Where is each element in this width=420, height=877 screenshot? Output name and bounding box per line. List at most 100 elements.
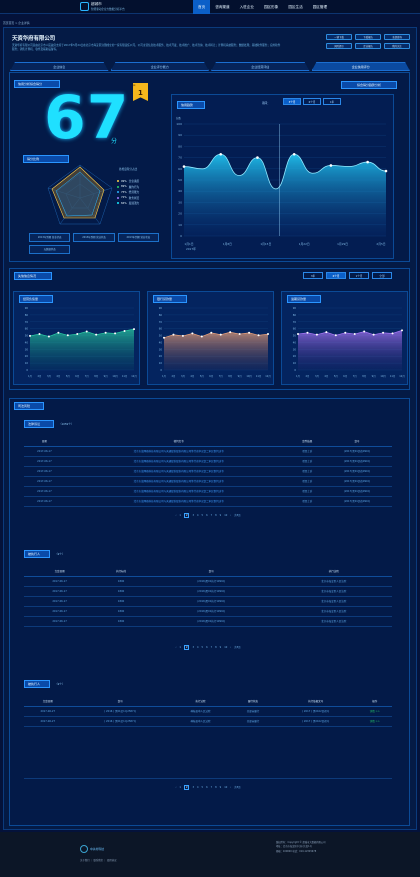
mini-point — [315, 333, 318, 336]
table-cell[interactable]: 北京东蓝网络科技有限公司与天通股份股份有限公司等劳动争议案二审民事判决书 — [64, 486, 293, 497]
legend-dot-icon — [117, 202, 119, 205]
analysis-button[interactable]: 综合得分趋势分析 — [341, 81, 397, 89]
trend-range-option[interactable]: 3个月 — [283, 98, 301, 105]
pager-prev[interactable]: ‹ — [175, 645, 177, 649]
pager-page[interactable]: 2 — [183, 784, 190, 790]
table-cell: 2017-06-17 — [24, 496, 65, 507]
table-cell[interactable]: 北京东蓝网络科技有限公司与天通股份股份有限公司等劳动争议案二审民事判决书 — [64, 496, 293, 507]
footer-links[interactable]: 关于我们 ｜ 联系我们 ｜ 使用协议 — [80, 859, 117, 862]
pager-page[interactable]: 7 — [210, 645, 213, 649]
reputation-range-option[interactable]: 3年 — [303, 272, 323, 279]
nav-item[interactable]: 首页 — [193, 0, 211, 14]
mini-y-tick: 30 — [159, 347, 163, 351]
reputation-range-option[interactable]: 6个月 — [326, 272, 346, 279]
mini-y-tick: 0 — [294, 368, 296, 372]
right-action-button[interactable]: 我的关注 — [384, 43, 410, 49]
pager-next[interactable]: › — [230, 785, 232, 789]
trend-x-tick: 1月15日 — [260, 242, 271, 246]
section-tab[interactable]: 企业信用评分 — [311, 62, 410, 71]
pager-page[interactable]: 4 — [197, 513, 199, 517]
pager-page[interactable]: 10 — [224, 645, 228, 649]
reputation-range-option[interactable]: 1个月 — [349, 272, 369, 279]
mini-y-tick: 40 — [25, 340, 29, 344]
table-cell: (2016)黑01执行1999号 — [146, 616, 276, 627]
pager-jump[interactable]: 共8页 — [234, 646, 241, 649]
right-action-button[interactable]: 风险提示 — [326, 43, 352, 49]
pager-prev[interactable]: ‹ — [175, 513, 177, 517]
pager-page[interactable]: 8 — [215, 645, 217, 649]
trend-range-option[interactable]: 6个月 — [303, 98, 321, 105]
nav-item[interactable]: 咨询渠道 — [215, 5, 230, 9]
mini-point — [38, 333, 41, 336]
pager-page[interactable]: 1 — [179, 513, 181, 517]
pager-next[interactable]: › — [230, 645, 232, 649]
pager-page[interactable]: 3 — [192, 645, 195, 649]
pager-prev[interactable]: ‹ — [175, 785, 177, 789]
table-cell[interactable]: 北京东蓝网络科技有限公司与天通股份股份有限公司等劳动争议案二审民事判决书 — [64, 456, 293, 467]
table-cell[interactable]: 北京东蓝网络科技有限公司与天通股份股份有限公司等劳动争议案二审民事判决书 — [64, 466, 293, 477]
credit-score: 67 — [44, 83, 130, 153]
pager-page[interactable]: 1 — [179, 785, 181, 789]
right-action-button[interactable]: 一键下载 — [326, 34, 352, 40]
pager-page[interactable]: 3 — [192, 785, 195, 789]
pager-page[interactable]: 2 — [183, 512, 190, 518]
table-row: 2017-06-17 北京东蓝网络科技有限公司与天通股份股份有限公司等劳动争议案二… — [24, 446, 392, 457]
pager-jump[interactable]: 共8页 — [234, 514, 241, 517]
pager-jump[interactable]: 共8页 — [234, 786, 241, 789]
table-cell: 神秘县中人民法院 — [168, 716, 233, 727]
reputation-card: 经营负债量 90 80 70 60 50 40 30 20 10 0 1月 2月 3月 4月 5月 6月 7月 8月… — [13, 291, 140, 385]
judgment-section: 法律诉讼 （1059个） 日期 裁判文书 案件结果 案号 2017-06-17 北京东蓝网… — [24, 420, 392, 518]
mini-x-tick: 12月 — [131, 374, 136, 378]
section-tab[interactable]: 企业信息 — [10, 62, 109, 71]
pager-page[interactable]: 6 — [206, 513, 208, 517]
pager-page[interactable]: 1 — [179, 645, 181, 649]
pager-page[interactable]: 9 — [219, 645, 222, 649]
pager-page[interactable]: 8 — [215, 785, 217, 789]
section-tab[interactable]: 企业经营评估 — [211, 62, 310, 71]
table-cell[interactable]: 北京东蓝网络科技有限公司与天通股份股份有限公司等劳动争议案二审民事判决书 — [64, 446, 293, 457]
nav-item[interactable]: 园区生活 — [288, 5, 303, 9]
table-cell[interactable]: 详情 >> — [357, 716, 392, 727]
legend-dot-icon — [117, 185, 119, 188]
right-action-button[interactable]: 下载报告 — [355, 34, 381, 40]
legal-title: 司法风险 — [14, 402, 44, 410]
pager-page[interactable]: 8 — [215, 513, 217, 517]
mini-point — [47, 335, 50, 338]
pager-page[interactable]: 3 — [192, 513, 195, 517]
trend-range-option[interactable]: 1年 — [323, 98, 341, 105]
pager-page[interactable]: 6 — [206, 645, 208, 649]
nav-item[interactable]: 园区管理 — [312, 5, 328, 9]
pager-page[interactable]: 9 — [219, 513, 222, 517]
table-cell[interactable]: 北京东蓝网络科技有限公司与天通股份股份有限公司等劳动争议案二审民事判决书 — [64, 476, 293, 487]
mini-y-tick: 10 — [293, 361, 297, 365]
mini-line — [297, 330, 403, 336]
pager-next[interactable]: › — [230, 513, 232, 517]
status-box: 2013年到期 营业状态 — [29, 233, 71, 242]
table-cell: (2016)黑01执行1999号 — [146, 576, 276, 587]
logo-icon[interactable] — [80, 2, 89, 11]
pager-page[interactable]: 9 — [219, 785, 222, 789]
right-action-button[interactable]: 企业报告 — [355, 43, 381, 49]
legend-dot-icon — [117, 191, 119, 194]
table-cell[interactable]: 详情 >> — [357, 706, 392, 717]
pager-page[interactable]: 4 — [197, 785, 199, 789]
pager-page[interactable]: 2 — [183, 644, 190, 650]
section-tab[interactable]: 企业评分能力 — [110, 62, 209, 71]
pager-page[interactable]: 7 — [210, 513, 213, 517]
pager-page[interactable]: 5 — [201, 513, 204, 517]
reputation-range-option[interactable]: 全部 — [372, 272, 392, 279]
right-action-button[interactable]: 全部咨询 — [384, 34, 410, 40]
pager-page[interactable]: 10 — [224, 513, 228, 517]
pager-page[interactable]: 4 — [197, 645, 199, 649]
pager-page[interactable]: 6 — [206, 785, 208, 789]
trend-x-tick: 1月22日 — [299, 242, 310, 246]
mini-point — [229, 331, 232, 334]
pager-page[interactable]: 10 — [224, 785, 228, 789]
nav-item[interactable]: 园区形象 — [263, 5, 279, 9]
pager-page[interactable]: 5 — [201, 645, 204, 649]
pager-page[interactable]: 7 — [210, 785, 213, 789]
trend-point — [329, 164, 333, 167]
pager-page[interactable]: 5 — [201, 785, 204, 789]
mini-y-tick: 60 — [293, 327, 297, 331]
nav-item[interactable]: 入驻企业 — [239, 5, 254, 9]
